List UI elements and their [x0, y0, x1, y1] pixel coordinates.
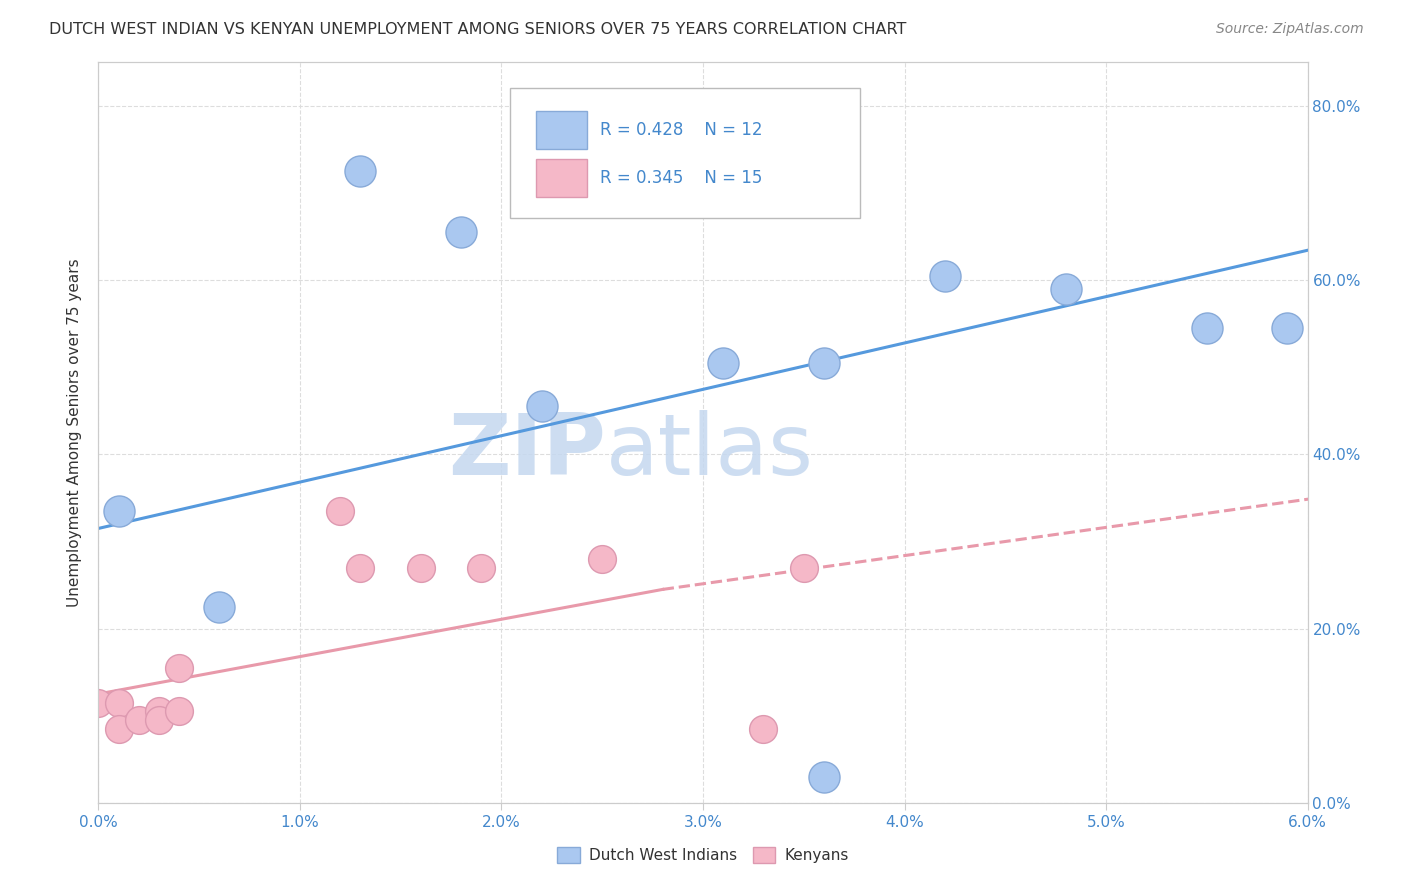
FancyBboxPatch shape — [509, 88, 860, 218]
Point — [148, 713, 170, 727]
Point — [167, 704, 190, 718]
FancyBboxPatch shape — [536, 111, 586, 149]
FancyBboxPatch shape — [536, 159, 586, 197]
Text: ZIP: ZIP — [449, 409, 606, 492]
Point — [813, 356, 835, 370]
Point — [793, 560, 815, 574]
Point — [470, 560, 492, 574]
Point — [167, 661, 190, 675]
Text: DUTCH WEST INDIAN VS KENYAN UNEMPLOYMENT AMONG SENIORS OVER 75 YEARS CORRELATION: DUTCH WEST INDIAN VS KENYAN UNEMPLOYMENT… — [49, 22, 907, 37]
Point — [329, 504, 352, 518]
Point — [1054, 282, 1077, 296]
Point — [107, 504, 129, 518]
Point — [1195, 321, 1218, 335]
Legend: Dutch West Indians, Kenyans: Dutch West Indians, Kenyans — [551, 841, 855, 869]
Text: atlas: atlas — [606, 409, 814, 492]
Text: R = 0.345    N = 15: R = 0.345 N = 15 — [600, 169, 762, 187]
Point — [934, 268, 956, 283]
Point — [148, 704, 170, 718]
Point — [450, 225, 472, 239]
Point — [349, 164, 371, 178]
Point — [349, 560, 371, 574]
Point — [752, 722, 775, 736]
Point — [591, 552, 613, 566]
Point — [409, 560, 432, 574]
Text: Source: ZipAtlas.com: Source: ZipAtlas.com — [1216, 22, 1364, 37]
Point — [813, 770, 835, 784]
Point — [1277, 321, 1299, 335]
Point — [208, 599, 231, 614]
Point — [107, 696, 129, 710]
Point — [87, 696, 110, 710]
Y-axis label: Unemployment Among Seniors over 75 years: Unemployment Among Seniors over 75 years — [67, 259, 83, 607]
Point — [711, 356, 734, 370]
Point — [128, 713, 150, 727]
Point — [107, 722, 129, 736]
Point — [530, 400, 553, 414]
Text: R = 0.428    N = 12: R = 0.428 N = 12 — [600, 120, 762, 139]
